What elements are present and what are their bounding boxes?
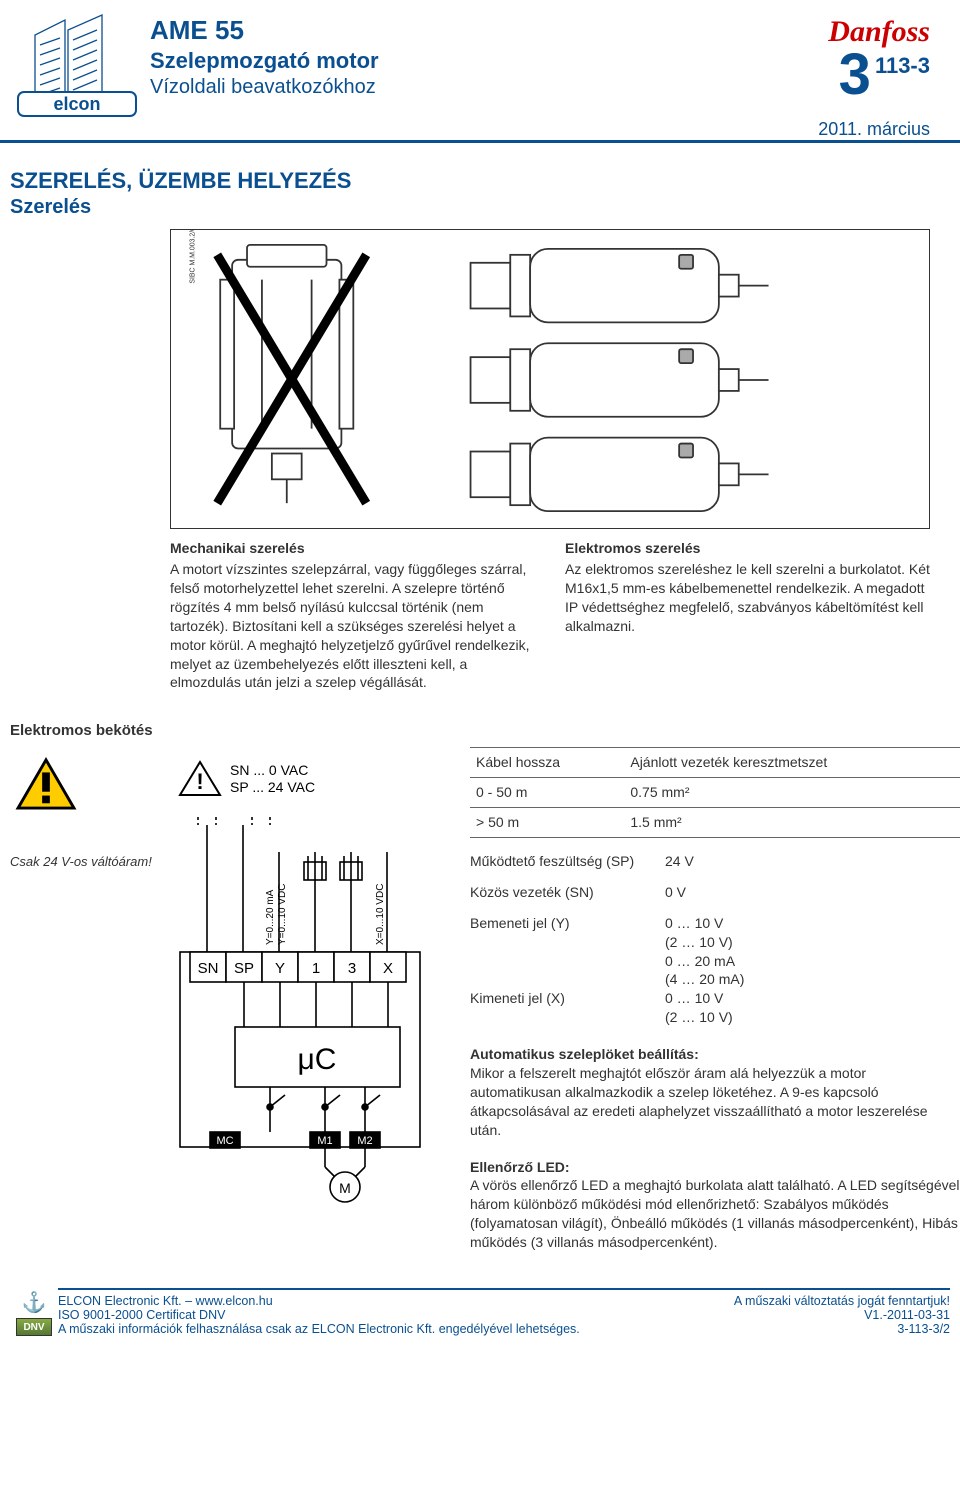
- svg-text:Y: Y: [275, 960, 285, 977]
- electrical-col: Elektromos szerelés Az elektromos szerel…: [565, 539, 930, 692]
- elec-body: Az elektromos szereléshez le kell szerel…: [565, 560, 930, 636]
- page-major: 3: [839, 49, 871, 101]
- svg-text:SIBC M.M.003.2/01: SIBC M.M.003.2/01: [189, 230, 196, 284]
- param-common: Közös vezeték (SN) 0 V: [470, 883, 960, 902]
- svg-text:SN ... 0 VAC: SN ... 0 VAC: [230, 762, 308, 778]
- page-minor: 113-3: [875, 53, 930, 79]
- wiring-schematic: ! SN ... 0 VAC SP ... 24 VAC: [170, 747, 450, 1217]
- footer-pageref: 3-113-3/2: [897, 1322, 950, 1336]
- th-cable-length: Kábel hossza: [470, 748, 624, 778]
- table-header-row: Kábel hossza Ajánlott vezeték keresztmet…: [470, 748, 960, 778]
- svg-text:!: !: [196, 769, 203, 794]
- product-code: AME 55: [150, 15, 818, 46]
- warning-caption: Csak 24 V-os váltóáram!: [10, 854, 170, 869]
- footer-disclaimer: A műszaki változtatás jogát fenntartjuk!: [734, 1294, 950, 1308]
- assembly-diagram: SIBC M.M.003.2/01: [170, 229, 930, 529]
- footer-legal: A műszaki információk felhasználása csak…: [58, 1322, 580, 1336]
- mech-title: Mechanikai szerelés: [170, 539, 535, 558]
- footer-icons: ⚓ DNV: [10, 1288, 58, 1336]
- footer-version: V1.-2011-03-31: [864, 1308, 950, 1322]
- page-header: elcon AME 55 Szelepmozgató motor Vízolda…: [0, 0, 960, 143]
- warning-col: Csak 24 V-os váltóáram!: [0, 747, 170, 869]
- svg-text:X: X: [383, 960, 393, 977]
- warning-icon: [15, 757, 77, 811]
- svg-text:SN: SN: [198, 960, 219, 977]
- svg-text:X=0...10 VDC: X=0...10 VDC: [375, 884, 386, 945]
- svg-text:SP ... 24 VAC: SP ... 24 VAC: [230, 779, 315, 795]
- svg-text:elcon: elcon: [53, 94, 100, 114]
- svg-text:Y=0...20 mA: Y=0...20 mA: [265, 890, 276, 946]
- svg-text:SP: SP: [234, 960, 254, 977]
- danfoss-logo: Danfoss: [818, 15, 930, 49]
- footer-text: ELCON Electronic Kft. – www.elcon.hu A m…: [58, 1288, 950, 1336]
- product-title: Szelepmozgató motor: [150, 48, 818, 74]
- svg-text:M2: M2: [357, 1135, 372, 1147]
- led-block: Ellenőrző LED: A vörös ellenőrző LED a m…: [470, 1158, 960, 1252]
- param-input: Bemeneti jel (Y) 0 … 10 V (2 … 10 V) 0 ……: [470, 914, 960, 990]
- product-note: Vízoldali beavatkozókhoz: [150, 76, 818, 99]
- svg-text:M1: M1: [317, 1135, 332, 1147]
- svg-text:μC: μC: [298, 1043, 337, 1076]
- mechanical-col: Mechanikai szerelés A motort vízszintes …: [170, 539, 535, 692]
- svg-text:Y=0...10 VDC: Y=0...10 VDC: [277, 884, 288, 945]
- params-col: Kábel hossza Ajánlott vezeték keresztmet…: [470, 747, 960, 1252]
- description-columns: Mechanikai szerelés A motort vízszintes …: [170, 539, 930, 692]
- svg-text:M: M: [339, 1180, 351, 1196]
- schematic-col: ! SN ... 0 VAC SP ... 24 VAC: [170, 747, 470, 1222]
- elec-title: Elektromos szerelés: [565, 539, 930, 558]
- page-footer: ⚓ DNV ELCON Electronic Kft. – www.elcon.…: [0, 1282, 960, 1344]
- section-subtitle: Szerelés: [10, 196, 950, 219]
- brand-block: Danfoss 3 113-3 2011. március: [818, 10, 930, 140]
- auto-stroke-block: Automatikus szeleplöket beállítás: Mikor…: [470, 1045, 960, 1139]
- page-date: 2011. március: [818, 119, 930, 140]
- svg-text:MC: MC: [216, 1135, 233, 1147]
- title-block: AME 55 Szelepmozgató motor Vízoldali bea…: [140, 10, 818, 99]
- wiring-heading: Elektromos bekötés: [10, 722, 950, 739]
- anchor-icon: ⚓: [22, 1288, 46, 1316]
- param-output: Kimeneti jel (X) 0 … 10 V (2 … 10 V): [470, 989, 960, 1027]
- svg-text:3: 3: [348, 960, 356, 977]
- mech-body: A motort vízszintes szelepzárral, vagy f…: [170, 560, 535, 692]
- section-title: SZERELÉS, ÜZEMBE HELYEZÉS: [10, 168, 950, 194]
- footer-company: ELCON Electronic Kft. – www.elcon.hu: [58, 1294, 273, 1308]
- footer-iso: ISO 9001-2000 Certificat DNV: [58, 1308, 225, 1322]
- table-row: > 50 m 1.5 mm²: [470, 808, 960, 838]
- page-number: 3 113-3: [818, 49, 930, 101]
- svg-text:1: 1: [312, 960, 320, 977]
- cable-table: Kábel hossza Ajánlott vezeték keresztmet…: [470, 747, 960, 838]
- th-cable-cross: Ajánlott vezeték keresztmetszet: [624, 748, 960, 778]
- param-op-voltage: Működtető feszültség (SP) 24 V: [470, 852, 960, 871]
- dnv-badge: DNV: [16, 1318, 52, 1336]
- elcon-logo: elcon: [10, 10, 140, 120]
- table-row: 0 - 50 m 0.75 mm²: [470, 778, 960, 808]
